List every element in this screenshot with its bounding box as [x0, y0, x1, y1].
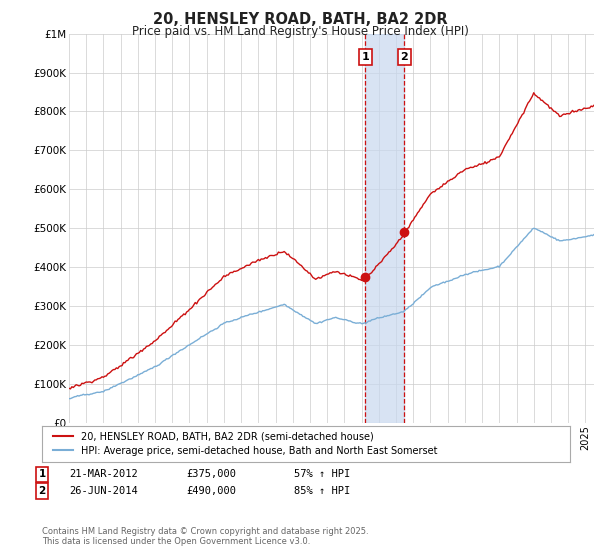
- Bar: [365, 34, 404, 423]
- Text: Contains HM Land Registry data © Crown copyright and database right 2025.
This d: Contains HM Land Registry data © Crown c…: [42, 526, 368, 546]
- Text: £375,000: £375,000: [186, 469, 236, 479]
- Text: Price paid vs. HM Land Registry's House Price Index (HPI): Price paid vs. HM Land Registry's House …: [131, 25, 469, 38]
- Text: £490,000: £490,000: [186, 486, 236, 496]
- Text: 1: 1: [38, 469, 46, 479]
- Text: 57% ↑ HPI: 57% ↑ HPI: [294, 469, 350, 479]
- Text: 85% ↑ HPI: 85% ↑ HPI: [294, 486, 350, 496]
- Text: 2: 2: [38, 486, 46, 496]
- Text: 1: 1: [362, 52, 369, 62]
- Text: 26-JUN-2014: 26-JUN-2014: [69, 486, 138, 496]
- Text: 21-MAR-2012: 21-MAR-2012: [69, 469, 138, 479]
- Legend: 20, HENSLEY ROAD, BATH, BA2 2DR (semi-detached house), HPI: Average price, semi-: 20, HENSLEY ROAD, BATH, BA2 2DR (semi-de…: [50, 428, 441, 460]
- Text: 2: 2: [401, 52, 409, 62]
- Text: 20, HENSLEY ROAD, BATH, BA2 2DR: 20, HENSLEY ROAD, BATH, BA2 2DR: [152, 12, 448, 27]
